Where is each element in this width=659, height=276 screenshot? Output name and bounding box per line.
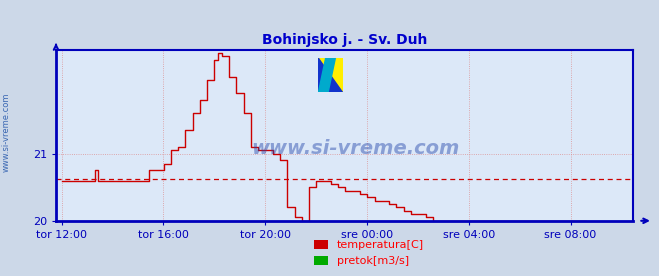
Text: www.si-vreme.com: www.si-vreme.com — [2, 93, 11, 172]
Title: Bohinjsko j. - Sv. Duh: Bohinjsko j. - Sv. Duh — [262, 33, 427, 47]
Text: www.si-vreme.com: www.si-vreme.com — [252, 139, 460, 158]
Legend: temperatura[C], pretok[m3/s]: temperatura[C], pretok[m3/s] — [310, 235, 428, 270]
Polygon shape — [318, 58, 335, 92]
Polygon shape — [318, 58, 343, 92]
Polygon shape — [318, 58, 343, 92]
